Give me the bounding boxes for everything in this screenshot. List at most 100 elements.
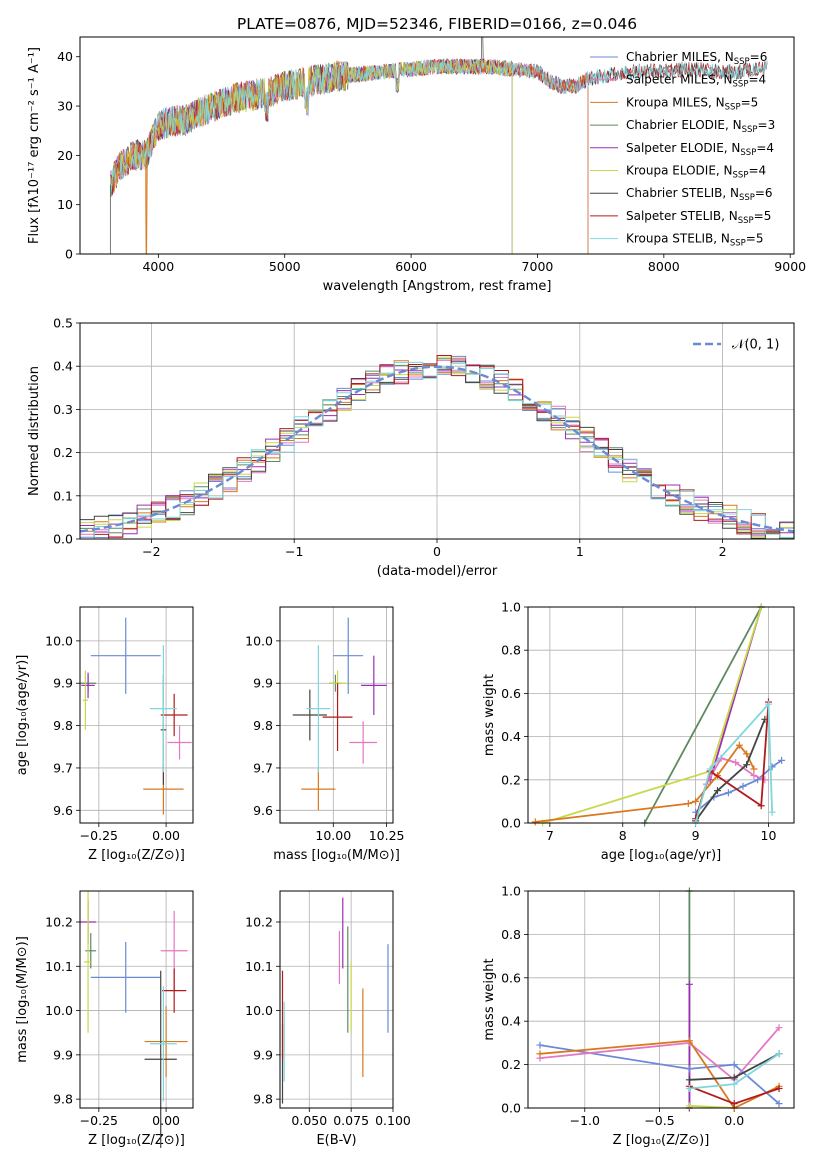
spectrum-legend-subscript: SSP	[725, 102, 741, 112]
mass-vs-ebv-frame	[279, 890, 394, 1109]
weight-vs-Z-xtick-label: −0.5	[644, 1113, 674, 1128]
weight-vs-age-xtick-label: 8	[619, 828, 627, 843]
histogram-ytick-label: 0.5	[53, 316, 73, 331]
mass-vs-ebv-ytick-label: 10.1	[245, 959, 273, 974]
weight-vs-age-ytick-label: 0.4	[501, 729, 521, 744]
spectrum-line	[109, 58, 768, 193]
mass-vs-Z-xlabel: Z [log₁₀(Z/Z⊙)]	[88, 1133, 185, 1148]
mass-vs-ebv-xtick-label: 0.100	[375, 1113, 411, 1128]
age-vs-Z-ytick-label: 9.9	[53, 676, 73, 691]
weight-vs-age-marker	[750, 765, 758, 773]
age-vs-Z-xlabel: Z [log₁₀(Z/Z⊙)]	[88, 848, 185, 863]
spectrum-legend-subscript: SSP	[740, 148, 756, 158]
weight-vs-Z-series-line	[539, 1044, 780, 1105]
age-vs-mass-ytick-label: 10.0	[245, 633, 273, 648]
weight-vs-Z-ytick-label: 0.2	[501, 1057, 521, 1072]
weight-vs-Z-ytick-label: 1.0	[501, 884, 521, 899]
weight-vs-age-xtick-label: 7	[546, 828, 554, 843]
weight-vs-Z-xtick-label: 0.0	[724, 1113, 744, 1128]
age-vs-mass-ytick-label: 9.7	[253, 760, 273, 775]
spectrum-xtick-label: 9000	[774, 259, 806, 274]
spectrum-ytick-label: 10	[57, 197, 73, 212]
weight-vs-Z-ytick-label: 0.4	[501, 1014, 521, 1029]
weight-vs-Z-ylabel: mass weight	[482, 958, 497, 1040]
spectrum-legend-subscript: SSP	[742, 125, 758, 135]
weight-vs-age-xlabel: age [log₁₀(age/yr)]	[601, 848, 722, 863]
weight-vs-age-frame	[527, 606, 795, 824]
histogram-frame	[79, 322, 795, 540]
weight-vs-Z-xtick-label: −1.0	[570, 1113, 600, 1128]
spectrum-legend-label: Salpeter ELODIE, NSSP=4	[626, 141, 774, 158]
age-vs-Z-ytick-label: 10.0	[45, 633, 73, 648]
spectrum-frame	[79, 36, 795, 255]
mass-vs-ebv-ytick-label: 10.2	[245, 915, 273, 930]
histogram-normal-curve	[79, 365, 795, 533]
weight-vs-Z-marker	[536, 1050, 544, 1058]
weight-vs-Z-series-line	[539, 1039, 780, 1110]
spectrum-legend-label: Chabrier MILES, NSSP=6	[626, 50, 767, 67]
weight-vs-age-marker	[768, 808, 776, 816]
age-vs-Z-ytick-label: 9.8	[53, 718, 73, 733]
spectrum-legend-suffix: =5	[741, 95, 759, 109]
histogram-xtick-label: −1	[285, 544, 303, 559]
weight-vs-age-series-line	[694, 718, 766, 822]
weight-vs-age-ytick-label: 0.0	[501, 816, 521, 831]
weight-vs-Z-marker	[536, 1041, 544, 1049]
histogram-ytick-label: 0.3	[53, 402, 73, 417]
weight-vs-Z-marker	[685, 1084, 693, 1092]
histogram-ytick-label: 0.1	[53, 488, 73, 503]
weight-vs-Z-marker	[685, 1065, 693, 1073]
weight-vs-Z-marker	[730, 1074, 738, 1082]
spectrum-xtick-label: 5000	[269, 259, 301, 274]
age-vs-mass-ytick-label: 9.8	[253, 718, 273, 733]
spectrum-legend-subscript: SSP	[738, 216, 754, 226]
mass-vs-Z-ylabel: mass [log₁₀(M/M⊙)]	[15, 936, 30, 1063]
histogram-xtick-label: 0	[433, 544, 441, 559]
age-vs-mass-ytick-label: 9.9	[253, 676, 273, 691]
spectrum-legend-subscript: SSP	[730, 239, 746, 249]
age-vs-mass-xtick-label: 10.00	[315, 828, 351, 843]
mass-vs-ebv-ytick-label: 9.9	[253, 1047, 273, 1062]
spectrum-ytick-label: 30	[57, 99, 73, 114]
weight-vs-age-ytick-label: 1.0	[501, 600, 521, 615]
weight-vs-age-marker	[735, 741, 743, 749]
weight-vs-age-series-line	[694, 701, 773, 824]
weight-vs-age-marker	[732, 759, 740, 767]
weight-vs-age-xtick-label: 9	[692, 828, 700, 843]
weight-vs-Z-xlabel: Z [log₁₀(Z/Z⊙)]	[613, 1133, 710, 1148]
spectrum-xlabel: wavelength [Angstrom, rest frame]	[323, 279, 552, 294]
spectrum-legend-suffix: =6	[755, 186, 773, 200]
weight-vs-Z-ytick-label: 0.8	[501, 927, 521, 942]
spectrum-xtick-label: 6000	[395, 259, 427, 274]
weight-vs-Z-series-line	[539, 1027, 780, 1082]
weight-vs-age-ytick-label: 0.2	[501, 772, 521, 787]
weight-vs-Z-marker	[730, 1080, 738, 1088]
weight-vs-Z-marker	[685, 1076, 693, 1084]
weight-vs-age-xtick-label: 10	[761, 828, 777, 843]
weight-vs-age-marker	[531, 818, 539, 826]
age-vs-mass-xlabel: mass [log₁₀(M/M⊙)]	[273, 848, 400, 863]
age-vs-Z-ytick-label: 9.6	[53, 803, 73, 818]
mass-vs-ebv-xlabel: E(B-V)	[316, 1133, 356, 1148]
spectrum-xtick-label: 7000	[522, 259, 554, 274]
mass-vs-ebv-ytick-label: 9.8	[253, 1092, 273, 1107]
weight-vs-Z-marker	[775, 1100, 783, 1108]
spectrum-ylabel: Flux [fλ10⁻¹⁷ erg cm⁻² s⁻¹ A⁻¹]	[27, 47, 42, 244]
histogram-ylabel: Normed distribution	[27, 366, 42, 496]
weight-vs-age-marker	[739, 782, 747, 790]
spectrum-lines	[109, 37, 768, 254]
age-vs-Z-xtick-label: 0.00	[152, 828, 180, 843]
weight-vs-age-marker	[743, 761, 751, 769]
spectrum-legend-label: Chabrier ELODIE, NSSP=3	[626, 118, 775, 135]
spectrum-legend-subscript: SSP	[734, 57, 750, 67]
weight-vs-age-marker	[724, 789, 732, 797]
age-vs-Z-ytick-label: 9.7	[53, 760, 73, 775]
figure-title: PLATE=0876, MJD=52346, FIBERID=0166, z=0…	[237, 15, 637, 33]
histogram-ytick-label: 0.0	[53, 532, 73, 547]
weight-vs-age-marker	[684, 800, 692, 808]
age-vs-Z-ylabel: age [log₁₀(age/yr)]	[15, 655, 30, 776]
weight-vs-Z-marker	[775, 1024, 783, 1032]
weight-vs-age-marker	[706, 765, 714, 773]
age-vs-mass-xtick-label: 10.25	[369, 828, 405, 843]
weight-vs-Z-marker	[685, 980, 693, 988]
